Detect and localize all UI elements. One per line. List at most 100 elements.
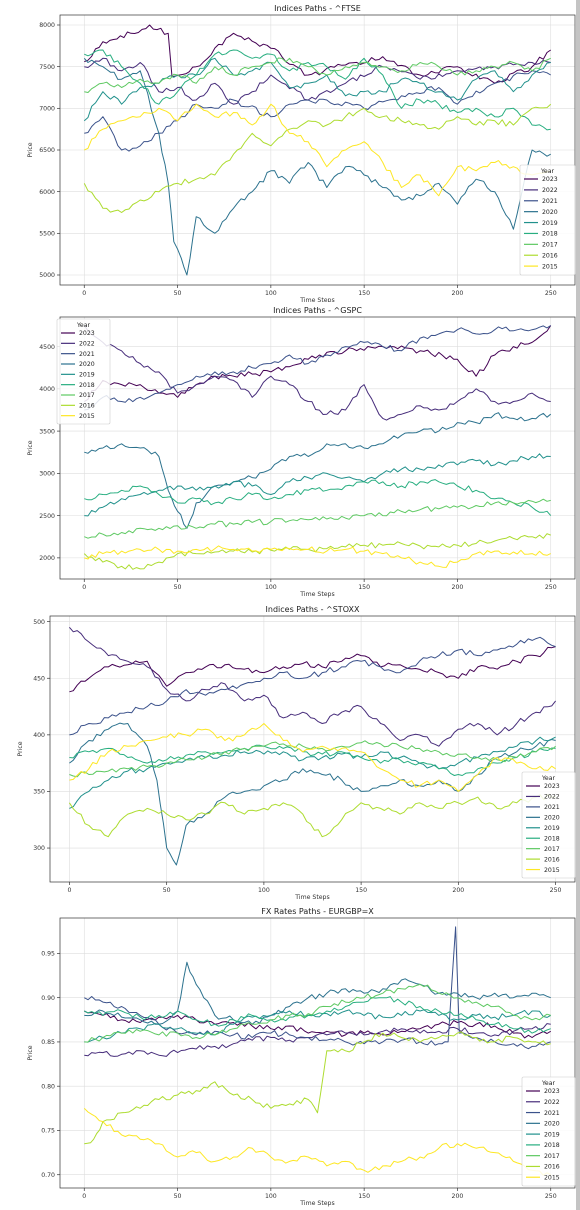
chart3-series-group <box>83 926 551 1176</box>
chart3-series-2021 <box>84 926 551 1050</box>
chart2-legend-label-2017: 2017 <box>544 846 560 853</box>
chart3-ytick-5: 0.95 <box>41 951 55 958</box>
chart0-xtick-50: 50 <box>174 290 182 297</box>
chart3-series-2017 <box>84 983 551 1043</box>
chart1-xtick-250: 250 <box>545 584 557 591</box>
chart2-legend-label-2020: 2020 <box>544 815 560 822</box>
chart2-legend-label-2016: 2016 <box>544 856 560 863</box>
chart0-ytick-1: 5500 <box>39 231 55 238</box>
chart3-xtick-50: 50 <box>174 1193 182 1200</box>
chart0-plot-frame <box>59 14 576 286</box>
chart0-series-2017 <box>84 57 551 93</box>
chart1-legend-label-2017: 2017 <box>79 392 95 399</box>
scrollbar-thumb[interactable] <box>576 0 580 1210</box>
chart0-ytick-3: 6500 <box>39 147 55 154</box>
chart3-series-2016 <box>84 1031 551 1145</box>
chart1-ytick-0: 2000 <box>39 555 55 562</box>
chart0-ylabel: Price <box>27 142 34 157</box>
chart-stoxx: Indices Paths - ^STOXX 0 50 100 150 200 250 300… <box>17 605 576 901</box>
chart1-xtick-200: 200 <box>452 584 464 591</box>
chart-eurgbp: FX Rates Paths - EURGBP=X 0 50 100 150 200 250… <box>27 907 576 1207</box>
chart1-series-2019 <box>84 453 551 517</box>
scrollbar[interactable] <box>576 0 580 1210</box>
chart3-legend-label-2022: 2022 <box>544 1099 560 1106</box>
chart2-plot-frame <box>49 615 576 883</box>
chart-gspc: Indices Paths - ^GSPC 0 50 100 150 200 250 2000… <box>27 306 576 598</box>
chart1-plot-frame <box>59 316 576 580</box>
chart3-xlabel: Time Steps <box>299 1200 334 1207</box>
chart2-series-2016 <box>68 794 556 838</box>
chart0-legend-label-2023: 2023 <box>542 176 558 183</box>
chart3-xtick-150: 150 <box>358 1193 370 1200</box>
chart0-series-2015 <box>84 103 551 197</box>
chart0-legend-title: Year <box>540 168 555 175</box>
chart1-series-2021 <box>84 325 551 411</box>
chart3-legend-label-2017: 2017 <box>544 1153 560 1160</box>
chart1-legend-label-2018: 2018 <box>79 382 95 389</box>
chart1-legend-box <box>56 318 111 425</box>
chart0-xtick-100: 100 <box>265 290 277 297</box>
chart2-series-group <box>68 626 556 866</box>
chart1-legend-label-2020: 2020 <box>79 361 95 368</box>
chart1-legend-label-2019: 2019 <box>79 372 95 379</box>
chart2-xtick-50: 50 <box>163 887 171 894</box>
chart2-ytick-3: 450 <box>33 675 45 682</box>
chart-panel-gspc: Indices Paths - ^GSPC 0 50 100 150 200 250 2000… <box>0 302 580 604</box>
chart0-series-2018 <box>84 49 551 131</box>
chart3-legend-label-2023: 2023 <box>544 1088 560 1095</box>
chart3-xtick-100: 100 <box>265 1193 277 1200</box>
chart2-series-2019 <box>69 736 556 809</box>
chart3-xtick-200: 200 <box>452 1193 464 1200</box>
chart1-ytick-1: 2500 <box>39 513 55 520</box>
chart0-ytick-6: 8000 <box>39 22 55 29</box>
chart0-legend-label-2020: 2020 <box>542 209 558 216</box>
chart2-xtick-250: 250 <box>550 887 562 894</box>
chart0-series-2023 <box>84 24 551 84</box>
chart0-series-2016 <box>83 103 552 213</box>
chart1-legend-label-2022: 2022 <box>79 341 95 348</box>
chart-panel-ftse: Indices Paths - ^FTSE 0 50 100 150 200 250 5000… <box>0 0 580 302</box>
chart3-series-2018 <box>84 996 551 1034</box>
chart0-xlabel: Time Steps <box>299 297 334 302</box>
chart3-plot-frame <box>59 917 576 1189</box>
chart1-series-2017 <box>84 498 551 539</box>
chart2-ytick-4: 500 <box>33 619 45 626</box>
chart2-legend-label-2021: 2021 <box>544 804 560 811</box>
chart3-legend-label-2021: 2021 <box>544 1110 560 1117</box>
chart2-legend-label-2015: 2015 <box>544 867 560 874</box>
chart1-legend-label-2015: 2015 <box>79 413 95 420</box>
chart1-series-2018 <box>84 479 552 516</box>
chart0-series-2020 <box>83 57 551 276</box>
chart3-legend-label-2020: 2020 <box>544 1121 560 1128</box>
chart3-legend-label-2015: 2015 <box>544 1174 560 1181</box>
chart3-legend-title: Year <box>541 1080 556 1087</box>
chart2-xtick-150: 150 <box>355 887 367 894</box>
chart1-ylabel: Price <box>27 440 34 455</box>
chart2-series-2020 <box>69 722 556 866</box>
chart0-xtick-250: 250 <box>545 290 557 297</box>
chart1-xtick-0: 0 <box>82 584 86 591</box>
chart0-ytick-0: 5000 <box>39 272 55 279</box>
chart0-series-2022 <box>84 57 551 105</box>
chart0-xtick-150: 150 <box>358 290 370 297</box>
chart0-xtick-200: 200 <box>452 290 464 297</box>
chart3-xtick-0: 0 <box>82 1193 86 1200</box>
chart2-legend-label-2018: 2018 <box>544 835 560 842</box>
chart1-series-2022 <box>83 325 551 421</box>
chart1-series-2023 <box>84 325 552 402</box>
chart2-series-2017 <box>69 740 556 778</box>
chart0-legend-label-2016: 2016 <box>542 252 558 259</box>
chart0-ytick-2: 6000 <box>39 189 55 196</box>
chart1-ytick-3: 3500 <box>39 428 55 435</box>
chart1-series-2016 <box>83 533 551 570</box>
chart1-series-2015 <box>84 545 551 568</box>
chart0-legend-label-2017: 2017 <box>542 242 558 249</box>
chart3-ytick-0: 0.70 <box>41 1172 55 1179</box>
chart0-series-2021 <box>84 70 551 152</box>
chart1-legend-label-2021: 2021 <box>79 351 95 358</box>
